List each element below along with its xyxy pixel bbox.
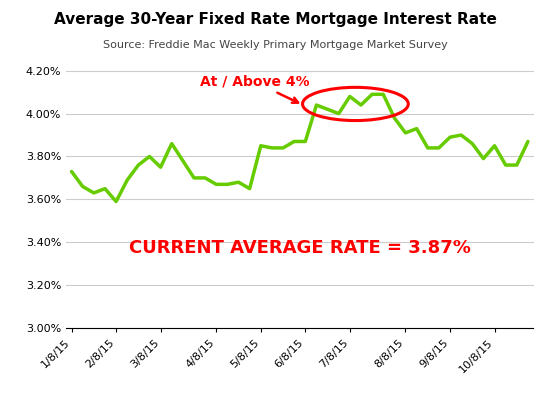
Text: CURRENT AVERAGE RATE = 3.87%: CURRENT AVERAGE RATE = 3.87% (129, 238, 471, 257)
Text: Average 30-Year Fixed Rate Mortgage Interest Rate: Average 30-Year Fixed Rate Mortgage Inte… (53, 12, 497, 27)
Text: At / Above 4%: At / Above 4% (200, 75, 309, 103)
Text: Source: Freddie Mac Weekly Primary Mortgage Market Survey: Source: Freddie Mac Weekly Primary Mortg… (103, 40, 447, 50)
